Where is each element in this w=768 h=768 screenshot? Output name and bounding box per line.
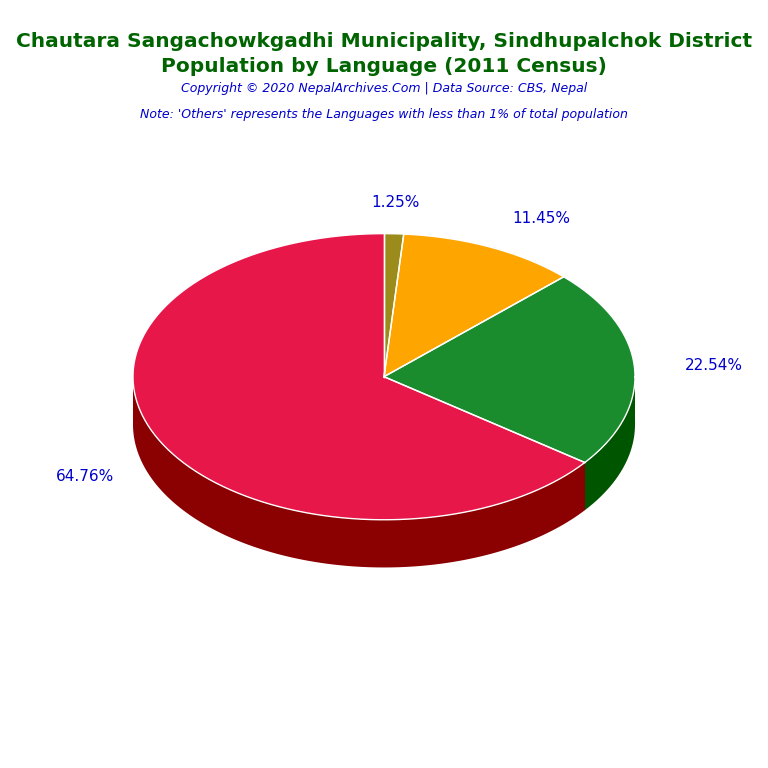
- Polygon shape: [384, 276, 635, 462]
- Text: 1.25%: 1.25%: [372, 195, 420, 210]
- Text: Note: 'Others' represents the Languages with less than 1% of total population: Note: 'Others' represents the Languages …: [140, 108, 628, 121]
- Text: Copyright © 2020 NepalArchives.Com | Data Source: CBS, Nepal: Copyright © 2020 NepalArchives.Com | Dat…: [181, 82, 587, 95]
- Text: Chautara Sangachowkgadhi Municipality, Sindhupalchok District: Chautara Sangachowkgadhi Municipality, S…: [16, 32, 752, 51]
- Text: 64.76%: 64.76%: [56, 468, 114, 484]
- Polygon shape: [384, 233, 404, 376]
- Polygon shape: [133, 378, 584, 568]
- Polygon shape: [384, 376, 584, 510]
- Polygon shape: [584, 377, 635, 510]
- Polygon shape: [133, 233, 584, 520]
- Polygon shape: [384, 234, 564, 376]
- Text: 22.54%: 22.54%: [684, 358, 743, 373]
- Polygon shape: [384, 376, 584, 510]
- Text: 11.45%: 11.45%: [511, 211, 570, 226]
- Text: Population by Language (2011 Census): Population by Language (2011 Census): [161, 57, 607, 76]
